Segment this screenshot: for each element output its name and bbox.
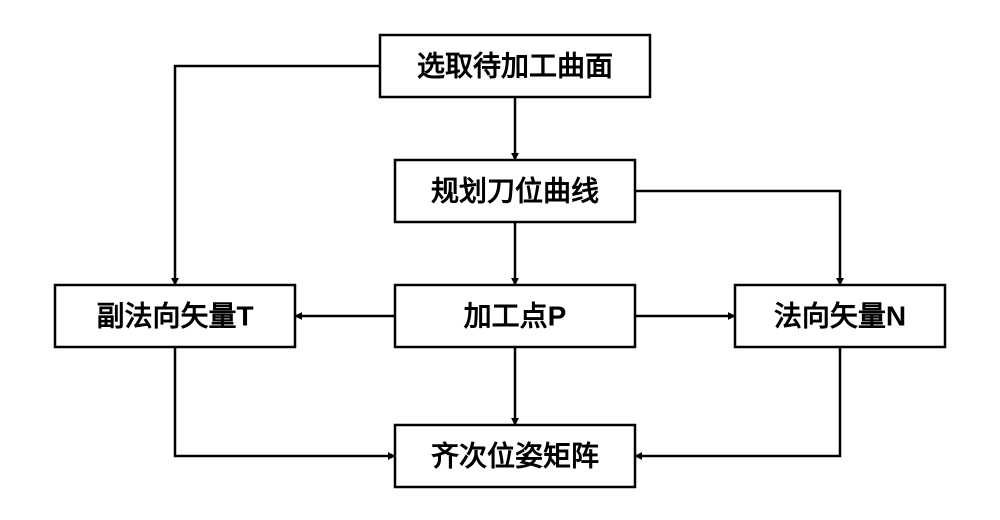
node-n6-label: 齐次位姿矩阵 — [431, 440, 599, 472]
node-n5: 法向矢量N — [735, 285, 945, 347]
edges-group — [175, 66, 840, 456]
node-n4: 副法向矢量T — [55, 285, 295, 347]
node-n1-label: 选取待加工曲面 — [417, 51, 613, 82]
edge-n5-n6 — [635, 347, 840, 456]
node-n2: 规划刀位曲线 — [395, 160, 635, 222]
edge-n1-n4 — [175, 66, 380, 285]
nodes-group: 选取待加工曲面规划刀位曲线加工点P 副法向矢量T 法向矢量N 齐次位姿矩阵 — [55, 35, 945, 487]
edge-n4-n6 — [175, 347, 395, 456]
node-n3-label: 加工点P — [464, 301, 567, 332]
flowchart-svg: 选取待加工曲面规划刀位曲线加工点P 副法向矢量T 法向矢量N 齐次位姿矩阵 — [0, 0, 1000, 520]
node-n6: 齐次位姿矩阵 — [395, 425, 635, 487]
node-n2-label: 规划刀位曲线 — [431, 175, 599, 207]
node-n5-label: 法向矢量N — [774, 300, 906, 332]
edge-n2-n5 — [635, 191, 840, 285]
node-n1: 选取待加工曲面 — [380, 35, 650, 97]
node-n3: 加工点P — [395, 285, 635, 347]
node-n4-label: 副法向矢量T — [96, 300, 253, 332]
